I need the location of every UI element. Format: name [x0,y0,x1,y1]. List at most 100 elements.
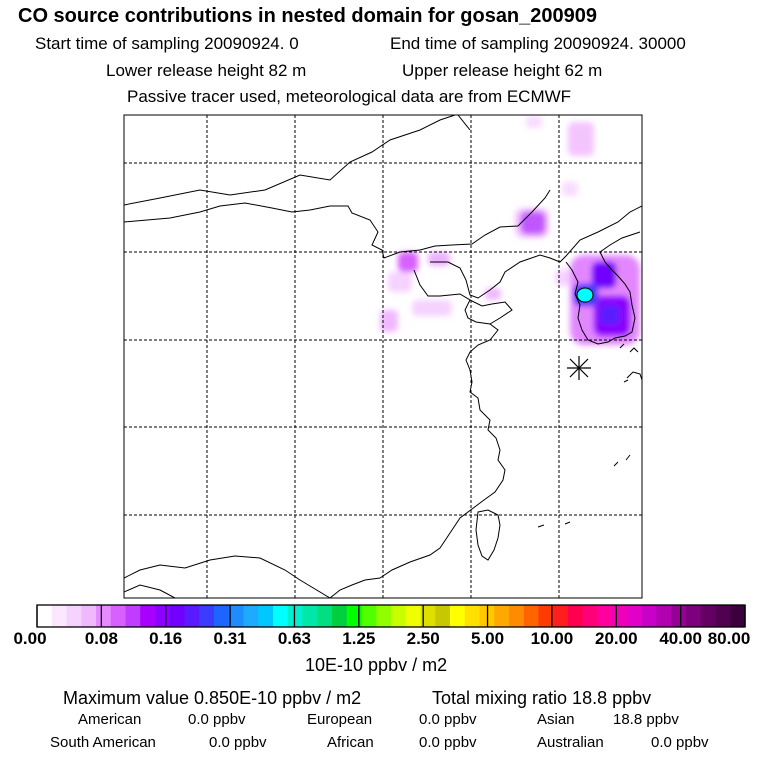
southwest-border-2 [124,584,176,598]
colorbar-cell [376,605,392,627]
colorbar-tick-label: 0.31 [213,629,247,648]
colorbar-cell [199,605,215,627]
plume-ne-1 [568,122,594,156]
region-asian-value: 18.8 ppbv [613,711,679,728]
colorbar-cell [597,605,613,627]
colorbar-cell [627,605,643,627]
region-australian-value: 0.0 ppbv [651,734,709,751]
region-european: European [307,711,373,728]
colorbar-unit-label: 10E-10 ppbv / m2 [305,655,448,675]
plume-ne-2 [526,116,542,128]
colorbar-cell [509,605,525,627]
colorbar-cell [317,605,333,627]
colorbar-cell [346,605,363,627]
border-north [124,115,471,206]
colorbar-cell [258,605,274,627]
coastlines [124,115,642,598]
colorbar-cell [37,605,53,627]
colorbar-tick-label: 80.00 [707,629,751,648]
lower-height-label: Lower release height 82 m [106,61,307,80]
japan-bits [619,343,639,353]
receptor-star-icon [567,356,591,380]
plume-nchina-2 [428,252,450,266]
plume-korea-n [592,262,616,288]
map-frame [123,114,643,599]
colorbar-cell [169,605,186,627]
colorbar-cell [140,605,156,627]
plume-nechina-halo [515,208,549,238]
end-time-label: End time of sampling 20090924. 30000 [390,34,686,53]
colorbar-frame [36,604,746,628]
colorbar-cell [81,605,97,627]
colorbar-cell [125,605,141,627]
plume-nchina-3 [388,272,412,292]
colorbar-cell [671,605,687,627]
colorbar-tick-label: 40.00 [659,629,702,648]
colorbar-cell [51,605,68,627]
upper-height-label: Upper release height 62 m [402,61,603,80]
colorbar-tick-label: 0.63 [277,629,311,648]
colorbar-tick-label: 10.00 [530,629,574,648]
colorbar-tick-label: 2.50 [406,629,440,648]
chart-title: CO source contributions in nested domain… [18,5,598,27]
graticule [124,115,642,598]
start-time-label: Start time of sampling 20090924. 0 [35,34,299,53]
region-european-value: 0.0 ppbv [419,711,477,728]
region-south-american: South American [50,734,156,751]
colorbar-cell [155,605,171,627]
plume-nchina-4 [412,300,452,316]
region-african-value: 0.0 ppbv [419,734,477,751]
colorbar-tick-label: 0.16 [149,629,183,648]
colorbar-cell [435,605,451,627]
colorbar-cell [612,605,628,627]
colorbar-cell [700,605,717,627]
southwest-border [124,555,331,598]
colorbar-cell [287,605,304,627]
region-asian: Asian [537,711,575,728]
colorbar-cell [641,605,658,627]
plume-nchina-7 [555,270,571,286]
region-australian: Australian [537,734,604,751]
plume-nchina-5 [380,310,398,332]
coast-main [430,205,642,299]
colorbar-cell [228,605,245,627]
colorbar-cell [523,605,540,627]
plume-ne-3 [562,182,578,196]
plume-seoul-max [576,287,594,303]
shandong [469,299,513,325]
plume-nchina-6 [485,288,501,300]
colorbar-cell [405,605,422,627]
colorbar-cell [553,605,569,627]
colorbar-cell [332,605,348,627]
maximum-value-label: Maximum value 0.850E-10 ppbv / m2 [63,688,362,708]
colorbar-cell [582,605,599,627]
colorbar-cell [656,605,672,627]
japan-kyushu [623,371,642,383]
colorbar-cell [66,605,82,627]
colorbar-cell [420,605,436,627]
region-american: American [78,711,142,728]
plume-nchina-1 [398,252,418,272]
colorbar-cell [464,605,481,627]
tracer-label: Passive tracer used, meteorological data… [127,87,572,106]
colorbar-cell [450,605,466,627]
region-african: African [327,734,374,751]
colorbar-cell [391,605,407,627]
colorbar-cell [494,605,510,627]
korea-coast [565,231,641,345]
colorbar-tick-label: 1.25 [342,629,376,648]
colorbar-tick-label: 20.00 [594,629,638,648]
colorbar [36,604,746,628]
taiwan [475,509,501,561]
colorbar-tick-label: 0.08 [84,629,118,648]
colorbar-cell [243,605,259,627]
total-mixing-label: Total mixing ratio 18.8 ppbv [432,688,652,708]
colorbar-cell [273,605,289,627]
plume-korea-core [600,305,620,325]
region-south-american-value: 0.0 ppbv [209,734,267,751]
colorbar-cell [568,605,584,627]
colorbar-cell [110,605,127,627]
colorbar-cell [361,605,377,627]
colorbar-cell [214,605,230,627]
